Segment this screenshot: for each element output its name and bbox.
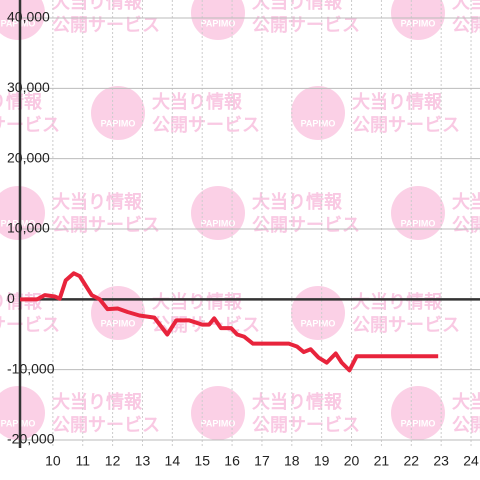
watermark-logo (291, 286, 345, 340)
watermark-text: 大当り情報 (0, 91, 43, 112)
x-tick-label: 12 (105, 453, 121, 469)
watermark-text: 公開サービス (452, 15, 480, 35)
watermark-text: 公開サービス (0, 115, 60, 135)
x-tick-label: 17 (254, 453, 270, 469)
x-tick-label: 19 (314, 453, 330, 469)
watermark-logo (191, 0, 245, 40)
watermark-text: 公開サービス (252, 415, 360, 435)
watermark-logo-text: PAPIMO (201, 418, 236, 428)
x-tick-label: 16 (224, 453, 240, 469)
watermark-logo-text: PAPIMO (101, 118, 136, 128)
watermark-logo-text: PAPIMO (201, 18, 236, 28)
watermark-logo (0, 186, 45, 240)
watermark-logo-text: PAPIMO (1, 18, 36, 28)
watermark-logo-text: PAPIMO (1, 218, 36, 228)
watermark-text: 公開サービス (252, 15, 360, 35)
x-tick-label: 11 (75, 453, 90, 469)
watermark-logo-text: PAPIMO (401, 18, 436, 28)
watermark-text: 大当り情報 (52, 191, 143, 212)
watermark-logo-text: PAPIMO (301, 318, 336, 328)
watermark-logo (391, 186, 445, 240)
x-tick-label: 21 (374, 453, 390, 469)
watermark-logo-text: PAPIMO (401, 218, 436, 228)
y-tick-label: 10,000 (7, 220, 50, 236)
watermark-text: 公開サービス (0, 315, 60, 335)
watermark-text: 大当り情報 (152, 91, 243, 112)
watermark-logo-text: PAPIMO (201, 218, 236, 228)
watermark-logo (0, 386, 45, 440)
x-tick-label: 10 (45, 453, 61, 469)
y-tick-label: -20,000 (7, 431, 55, 447)
watermark-logo (391, 0, 445, 40)
watermark-logo (91, 86, 145, 140)
watermark-text: 大当り情報 (152, 291, 243, 312)
x-tick-label: 18 (284, 453, 300, 469)
y-tick-label: 0 (7, 290, 15, 306)
watermark-text: 公開サービス (352, 115, 460, 135)
x-tick-label: 20 (344, 453, 360, 469)
x-tick-label: 22 (404, 453, 420, 469)
watermark-text: 大当り情報 (52, 0, 143, 12)
y-tick-label: 40,000 (7, 9, 50, 25)
watermark-text: 大当り情報 (452, 391, 480, 412)
watermark-logo (191, 186, 245, 240)
watermark-logo-text: PAPIMO (101, 318, 136, 328)
watermark-text: 公開サービス (52, 15, 160, 35)
watermark-text: 大当り情報 (452, 191, 480, 212)
watermark-logo-text: PAPIMO (401, 418, 436, 428)
watermark-text: 大当り情報 (252, 391, 343, 412)
watermark-text: 公開サービス (152, 115, 260, 135)
x-tick-label: 15 (194, 453, 210, 469)
watermark-text: 公開サービス (252, 215, 360, 235)
x-tick-label: 13 (135, 453, 151, 469)
watermark-text: 公開サービス (52, 415, 160, 435)
line (20, 271, 439, 373)
watermark-logo (191, 386, 245, 440)
watermark-logo (291, 86, 345, 140)
watermark-logo-text: PAPIMO (301, 118, 336, 128)
watermark-text: 公開サービス (452, 415, 480, 435)
y-tick-label: -10,000 (7, 360, 55, 376)
watermark-text: 大当り情報 (452, 0, 480, 12)
x-tick-label: 24 (463, 453, 479, 469)
watermark-text: 大当り情報 (252, 0, 343, 12)
watermark-text: 公開サービス (52, 215, 160, 235)
y-tick-label: 20,000 (7, 149, 50, 165)
watermark-logo-text: PAPIMO (1, 418, 36, 428)
x-tick-label: 14 (165, 453, 181, 469)
watermark-logo (0, 0, 45, 40)
watermark-text: 大当り情報 (252, 191, 343, 212)
watermark-text: 公開サービス (452, 215, 480, 235)
x-tick-label: 23 (433, 453, 449, 469)
y-tick-label: 30,000 (7, 79, 50, 95)
watermark-text: 大当り情報 (352, 291, 443, 312)
watermark-text: 大当り情報 (52, 391, 143, 412)
watermark-logo (391, 386, 445, 440)
watermark-text: 公開サービス (352, 315, 460, 335)
watermark-text: 大当り情報 (352, 91, 443, 112)
